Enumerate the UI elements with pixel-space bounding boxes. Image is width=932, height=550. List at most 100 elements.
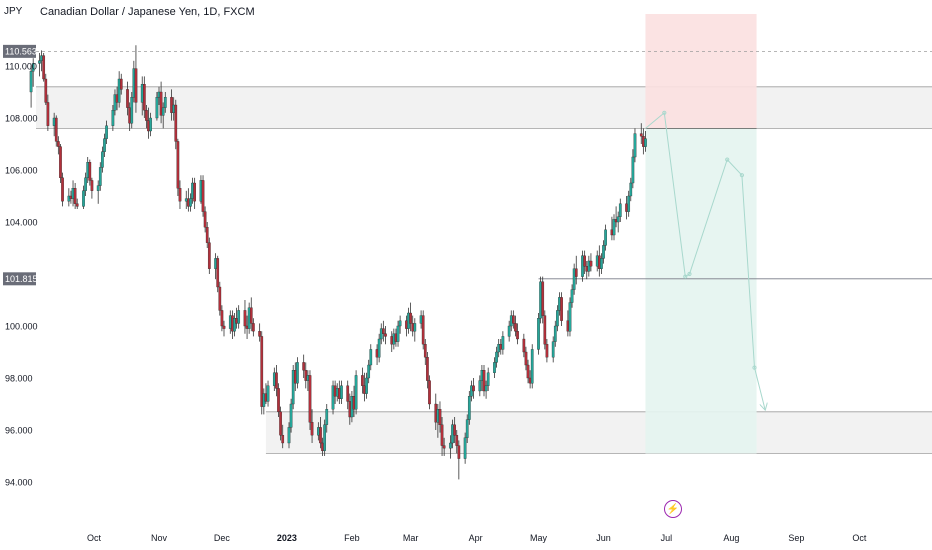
candle-body xyxy=(260,336,264,407)
candle-body xyxy=(457,445,461,459)
symbol-label: JPY xyxy=(4,6,23,17)
candle-body xyxy=(442,445,446,449)
y-tick-label: 104.000 xyxy=(5,218,38,228)
candle-body xyxy=(428,380,431,405)
candle-body xyxy=(583,255,586,267)
candle-body xyxy=(530,349,534,384)
candle-body xyxy=(340,385,343,399)
candle-body xyxy=(467,396,471,420)
lightning-bolt-icon[interactable]: ⚡ xyxy=(664,500,682,518)
candle-body xyxy=(111,110,115,126)
candle-body xyxy=(174,104,178,142)
candle-body xyxy=(482,370,486,392)
candle-body xyxy=(612,219,616,236)
candle-body xyxy=(98,167,102,186)
candle-body xyxy=(644,138,647,147)
candle-body xyxy=(31,63,35,72)
x-tick-label: Mar xyxy=(403,533,419,543)
candle-body xyxy=(541,281,545,316)
candle-body xyxy=(88,162,92,181)
candle-body xyxy=(216,258,220,288)
candle-body xyxy=(145,110,148,121)
x-tick-label: Feb xyxy=(344,533,360,543)
price-label: 101.815 xyxy=(5,274,38,284)
candle-body xyxy=(331,385,335,410)
candle-body xyxy=(384,333,387,337)
candle-body xyxy=(205,227,209,243)
candle-body xyxy=(627,195,631,212)
candle-body xyxy=(90,180,94,191)
candle-body xyxy=(73,188,77,204)
candle-body xyxy=(537,318,540,350)
zone-0 xyxy=(36,86,932,129)
candle-body xyxy=(524,351,528,366)
candle-body xyxy=(463,437,467,459)
y-tick-label: 108.000 xyxy=(5,114,38,124)
candle-body xyxy=(42,55,46,80)
candle-body xyxy=(296,362,299,384)
candle-body xyxy=(423,344,427,358)
zone-1 xyxy=(265,411,932,454)
candle-body xyxy=(61,177,64,202)
x-tick-label: Apr xyxy=(469,533,483,543)
candle-body xyxy=(631,156,635,184)
candle-body xyxy=(354,375,358,410)
candle-body xyxy=(396,325,400,342)
x-tick-label: 2023 xyxy=(277,533,297,543)
candle-body xyxy=(287,427,291,444)
price-label: 110.563 xyxy=(5,47,37,57)
candle-body xyxy=(449,442,452,449)
candle-body xyxy=(308,375,312,423)
candle-body xyxy=(75,203,79,207)
candle-body xyxy=(409,312,412,324)
candle-body xyxy=(507,325,511,337)
candle-body xyxy=(618,203,622,217)
candle-body xyxy=(398,320,402,327)
candle-body xyxy=(377,338,381,358)
candle-body xyxy=(105,125,108,139)
projection-node xyxy=(683,274,688,279)
candle-body xyxy=(369,349,373,366)
candle-body xyxy=(484,385,488,392)
y-tick-label: 100.000 xyxy=(5,322,38,332)
candle-body xyxy=(600,258,603,269)
candle-body xyxy=(193,182,196,202)
candle-body xyxy=(421,315,425,345)
candle-body xyxy=(526,364,530,379)
candle-body xyxy=(486,372,490,386)
candle-body xyxy=(57,141,60,147)
candle-body xyxy=(201,180,205,212)
candle-body xyxy=(54,117,58,142)
projection-node xyxy=(687,271,692,277)
x-tick-label: Dec xyxy=(214,533,231,543)
projection-node xyxy=(752,365,757,370)
candle-body xyxy=(361,375,364,386)
candle-body xyxy=(233,318,236,332)
projection-path xyxy=(645,111,766,409)
y-tick-label: 94.000 xyxy=(5,478,33,488)
candle-body xyxy=(161,107,165,116)
x-tick-label: Oct xyxy=(852,533,867,543)
candle-body xyxy=(96,185,100,191)
candle-body xyxy=(275,372,278,389)
candle-body xyxy=(38,60,41,64)
stop-zone xyxy=(645,14,757,129)
candle-body xyxy=(249,307,253,324)
candle-body xyxy=(589,260,593,267)
candle-body xyxy=(639,133,643,137)
candle-body xyxy=(319,427,322,444)
candle-body xyxy=(604,229,607,246)
candle-body xyxy=(556,310,559,327)
x-tick-label: Aug xyxy=(723,533,739,543)
target-zone xyxy=(645,128,757,454)
candle-body xyxy=(258,331,261,337)
chart-title: Canadian Dollar / Japanese Yen, 1D, FXCM xyxy=(40,6,255,18)
candle-body xyxy=(29,71,33,93)
candle-body xyxy=(514,323,517,332)
candle-body xyxy=(570,289,574,303)
candle-body xyxy=(203,211,207,228)
candle-body xyxy=(633,133,637,158)
candle-body xyxy=(574,268,578,277)
